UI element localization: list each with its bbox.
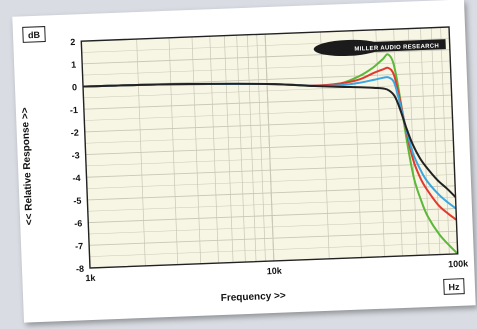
grid-line-y xyxy=(83,94,452,110)
grid-line-y xyxy=(86,162,455,178)
grid-line-y xyxy=(89,242,458,257)
y-tick-label: 0 xyxy=(72,82,77,92)
grid-line-y xyxy=(87,196,456,212)
x-tick-labels: 1k 10k 100k xyxy=(85,258,469,283)
y-tick-label: -7 xyxy=(75,241,83,251)
db-badge-text: dB xyxy=(28,30,41,40)
grid-line-y xyxy=(86,151,454,167)
series-line-4 xyxy=(82,82,457,198)
hz-badge-text: Hz xyxy=(448,282,460,292)
y-tick-label: -2 xyxy=(71,128,79,138)
hz-badge: Hz xyxy=(443,278,465,295)
grid-line-y xyxy=(82,60,451,76)
y-tick-label: -4 xyxy=(72,173,80,183)
y-tick-label: 2 xyxy=(70,37,75,47)
logo-text: MILLER AUDIO RESEARCH xyxy=(354,43,439,52)
x-tick-label: 10k xyxy=(267,266,283,277)
plot-frame xyxy=(80,26,459,269)
plot-border xyxy=(80,26,459,269)
grid-line-y xyxy=(86,174,455,189)
grid-line-y xyxy=(87,185,456,201)
grid-line-y xyxy=(84,106,453,121)
response-chart: MILLER AUDIO RESEARCH 2 1 0 -1 -2 -3 -4 -5 -6 -7 -… xyxy=(20,26,469,304)
x-tick-label: 100k xyxy=(448,258,469,269)
x-tick-label: 1k xyxy=(85,273,96,283)
grid-line-y xyxy=(84,117,453,133)
grid-line-y xyxy=(83,83,452,99)
y-axis-label: << Relative Response >> xyxy=(20,107,36,225)
grid-line-y xyxy=(88,208,456,224)
grid-line-y xyxy=(85,139,454,156)
y-tick-label: -1 xyxy=(70,105,78,115)
grid-line-y xyxy=(81,38,450,53)
y-tick-label: -5 xyxy=(73,196,81,206)
grid-line-y xyxy=(85,128,453,144)
chart-card: MILLER AUDIO RESEARCH 2 1 0 -1 -2 -3 -4 -5 -6 -7 -… xyxy=(12,0,476,323)
x-axis-label: Frequency >> xyxy=(221,290,287,303)
brand-logo: MILLER AUDIO RESEARCH xyxy=(313,39,446,57)
y-tick-label: -3 xyxy=(71,150,79,160)
y-tick-label: -8 xyxy=(76,264,84,274)
series-group xyxy=(82,53,459,255)
grid-line-y xyxy=(88,219,457,235)
grid-line-y xyxy=(82,49,450,65)
y-tick-labels: 2 1 0 -1 -2 -3 -4 -5 -6 -7 -8 xyxy=(70,37,84,274)
y-tick-label: -6 xyxy=(74,218,82,228)
db-badge: dB xyxy=(22,26,46,43)
y-tick-label: 1 xyxy=(71,60,76,70)
grid-line-y xyxy=(89,230,457,246)
